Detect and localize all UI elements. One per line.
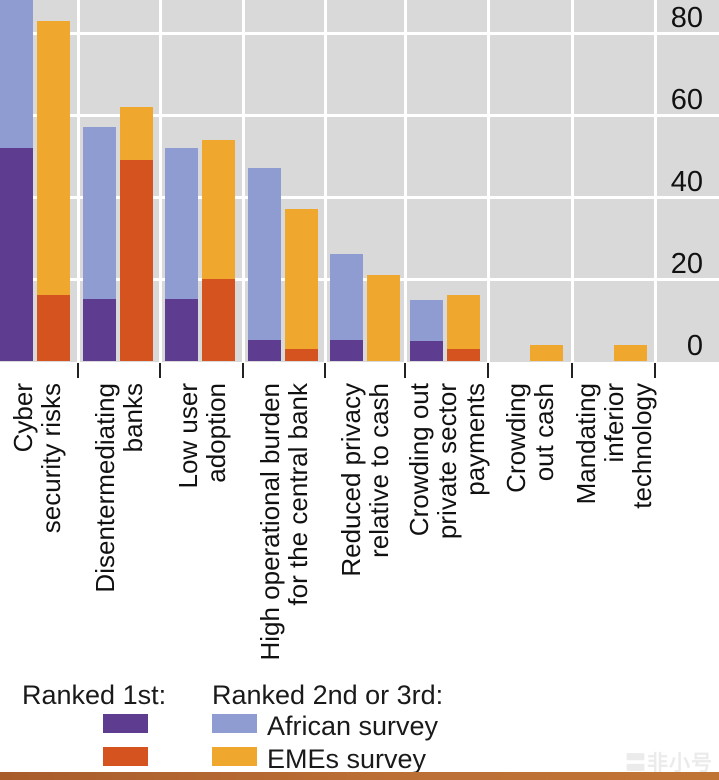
segment-ranked-1st bbox=[0, 147, 33, 361]
x-tick-4 bbox=[404, 363, 406, 378]
y-tick-label-0: 0 bbox=[686, 330, 703, 362]
legend-swatch-emes-ranked-2nd-3rd bbox=[212, 747, 257, 766]
x-tick-0 bbox=[77, 363, 79, 378]
bar-emes-low-user-adoption bbox=[202, 139, 235, 361]
segment-ranked-2nd-3rd bbox=[285, 209, 318, 349]
legend-swatch-emes-ranked-1st bbox=[103, 747, 148, 766]
watermark-logo-icon: 〓 bbox=[625, 752, 647, 775]
bar-emes-crowding-out-cash bbox=[530, 344, 563, 361]
y-tick-label-20: 20 bbox=[670, 248, 703, 280]
x-tick-2 bbox=[242, 363, 244, 378]
segment-ranked-2nd-3rd bbox=[614, 344, 647, 361]
bar-african-disentermediating-banks bbox=[83, 127, 116, 361]
segment-ranked-2nd-3rd bbox=[120, 106, 153, 161]
segment-ranked-1st bbox=[447, 348, 480, 361]
bar-african-cyber-security-risks bbox=[0, 0, 33, 361]
x-label-disentermediating-banks: Disentermediating banks bbox=[90, 383, 148, 593]
cropped-banner-edge bbox=[0, 772, 719, 780]
watermark: 〓非小号 bbox=[625, 747, 713, 777]
legend-ranked-2nd-3rd-label: Ranked 2nd or 3rd: bbox=[212, 680, 444, 710]
gridline-x-3 bbox=[324, 0, 327, 362]
gridline-x-1 bbox=[159, 0, 162, 362]
gridline-x-2 bbox=[242, 0, 245, 362]
x-label-low-user-adoption: Low user adoption bbox=[172, 383, 231, 489]
legend-ranked-1st-label: Ranked 1st: bbox=[22, 680, 167, 710]
legend-swatch-african-ranked-2nd-3rd bbox=[212, 714, 257, 733]
segment-ranked-1st bbox=[410, 340, 443, 361]
x-label-mandating-inferior-technology: Mandating inferior technology bbox=[570, 383, 657, 509]
gridline-x-0 bbox=[77, 0, 80, 362]
watermark-text: 非小号 bbox=[647, 752, 713, 775]
legend-entry-african-survey: African survey bbox=[267, 711, 439, 741]
x-tick-5 bbox=[487, 363, 489, 378]
x-label-crowding-out-cash: Crowding out cash bbox=[501, 383, 559, 493]
segment-ranked-2nd-3rd bbox=[37, 20, 70, 296]
bar-african-high-operational-burden bbox=[248, 168, 281, 361]
bar-emes-disentermediating-banks bbox=[120, 106, 153, 361]
y-tick-label-80: 80 bbox=[670, 2, 703, 34]
x-tick-1 bbox=[159, 363, 161, 378]
x-tick-6 bbox=[571, 363, 573, 378]
bar-emes-high-operational-burden bbox=[285, 209, 318, 361]
bar-emes-mandating-inferior-technology bbox=[614, 344, 647, 361]
segment-ranked-2nd-3rd bbox=[410, 299, 443, 341]
segment-ranked-1st bbox=[120, 160, 153, 361]
segment-ranked-1st bbox=[83, 299, 116, 361]
legend-entry-emes-survey: EMEs survey bbox=[267, 744, 427, 774]
segment-ranked-1st bbox=[248, 340, 281, 361]
segment-ranked-2nd-3rd bbox=[0, 0, 33, 148]
segment-ranked-1st bbox=[202, 278, 235, 361]
segment-ranked-2nd-3rd bbox=[83, 127, 116, 300]
segment-ranked-1st bbox=[285, 348, 318, 361]
segment-ranked-2nd-3rd bbox=[202, 139, 235, 279]
bar-african-low-user-adoption bbox=[165, 147, 198, 361]
x-label-high-operational-burden: High operational burden for the central … bbox=[255, 383, 313, 661]
segment-ranked-2nd-3rd bbox=[330, 254, 363, 341]
gridline-x-4 bbox=[404, 0, 407, 362]
y-tick-label-60: 60 bbox=[670, 84, 703, 116]
gridline-x-6 bbox=[571, 0, 574, 362]
segment-ranked-1st bbox=[165, 299, 198, 361]
gridline-y-60 bbox=[0, 113, 719, 117]
y-tick-label-40: 40 bbox=[670, 166, 703, 198]
segment-ranked-2nd-3rd bbox=[165, 147, 198, 300]
bar-african-crowding-out-private-sector-payments bbox=[410, 299, 443, 361]
bar-emes-reduced-privacy bbox=[367, 274, 400, 361]
segment-ranked-2nd-3rd bbox=[530, 344, 563, 361]
gridline-x-5 bbox=[487, 0, 490, 362]
segment-ranked-2nd-3rd bbox=[447, 295, 480, 349]
bar-emes-cyber-security-risks bbox=[37, 20, 70, 361]
x-label-crowding-out-private-sector-payments: Crowding out private sector payments bbox=[403, 383, 490, 540]
segment-ranked-1st bbox=[37, 295, 70, 361]
bar-african-reduced-privacy bbox=[330, 254, 363, 361]
x-label-cyber-security-risks: Cyber security risks bbox=[7, 383, 66, 534]
x-label-reduced-privacy: Reduced privacy relative to cash bbox=[336, 383, 394, 577]
bar-emes-crowding-out-private-sector-payments bbox=[447, 295, 480, 361]
gridline-x-7 bbox=[654, 0, 657, 362]
gridline-y-40 bbox=[0, 195, 719, 199]
legend-swatch-african-ranked-1st bbox=[103, 714, 148, 733]
plot-area: 80 60 40 20 0 bbox=[0, 0, 719, 362]
segment-ranked-2nd-3rd bbox=[367, 274, 400, 361]
x-tick-7 bbox=[654, 363, 656, 378]
x-tick-3 bbox=[324, 363, 326, 378]
segment-ranked-2nd-3rd bbox=[248, 168, 281, 341]
segment-ranked-1st bbox=[330, 340, 363, 361]
gridline-y-80 bbox=[0, 31, 719, 35]
